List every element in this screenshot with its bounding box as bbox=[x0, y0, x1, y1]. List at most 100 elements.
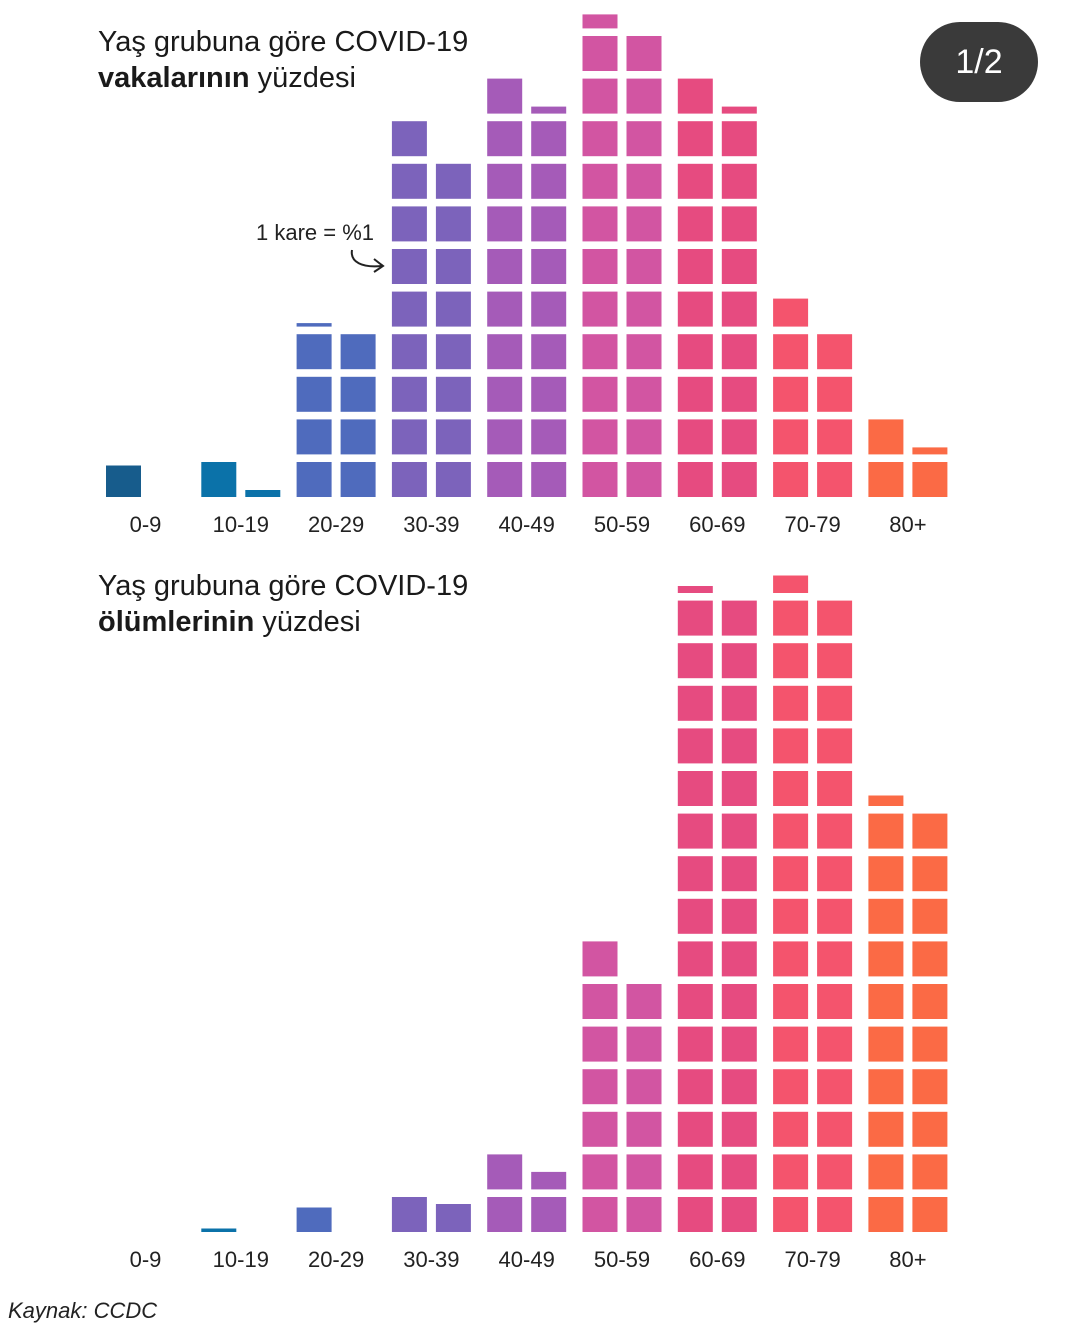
cases-square-30-39 bbox=[435, 334, 471, 370]
page-indicator-badge[interactable]: 1/2 bbox=[920, 22, 1038, 102]
cases-square-50-59 bbox=[626, 36, 662, 71]
cases-square-70-79 bbox=[773, 376, 809, 412]
deaths-square-60-69 bbox=[721, 685, 757, 721]
cases-square-40-49 bbox=[531, 206, 567, 242]
deaths-square-70-79 bbox=[817, 856, 853, 892]
annotation-arrow-icon bbox=[350, 249, 383, 268]
deaths-square-80+ bbox=[868, 856, 904, 892]
deaths-square-60-69 bbox=[677, 1111, 713, 1147]
cases-square-70-79 bbox=[817, 334, 853, 370]
cases-tick-label: 40-49 bbox=[499, 512, 555, 537]
deaths-square-70-79 bbox=[817, 771, 853, 806]
deaths-square-80+ bbox=[912, 1111, 948, 1147]
cases-square-20-29 bbox=[296, 462, 332, 497]
cases-square-20-29 bbox=[340, 334, 376, 370]
deaths-square-80+ bbox=[912, 1069, 948, 1105]
deaths-square-80+ bbox=[868, 984, 904, 1019]
cases-partial-square-40-49 bbox=[531, 106, 567, 114]
cases-square-60-69 bbox=[677, 163, 713, 199]
cases-tick-label: 10-19 bbox=[213, 512, 269, 537]
cases-square-60-69 bbox=[721, 291, 757, 327]
deaths-square-70-79 bbox=[773, 856, 809, 892]
source-note: Kaynak: CCDC bbox=[8, 1298, 158, 1323]
cases-square-50-59 bbox=[582, 36, 618, 71]
deaths-square-60-69 bbox=[721, 643, 757, 679]
deaths-square-80+ bbox=[868, 941, 904, 977]
cases-title-rest: yüzdesi bbox=[257, 62, 356, 94]
deaths-tick-label: 40-49 bbox=[499, 1247, 555, 1272]
cases-square-30-39 bbox=[391, 121, 427, 157]
cases-square-80+ bbox=[912, 462, 948, 497]
annotation-arrowhead-icon bbox=[373, 258, 385, 273]
cases-square-70-79 bbox=[773, 462, 809, 497]
deaths-square-70-79 bbox=[773, 1026, 809, 1062]
deaths-square-70-79 bbox=[817, 1069, 853, 1105]
cases-square-40-49 bbox=[531, 419, 567, 455]
cases-square-50-59 bbox=[626, 163, 662, 199]
cases-square-30-39 bbox=[435, 206, 471, 242]
deaths-chart: 0-9 10-19 20-29 30-39 40-49 50-59 60-69 70-79 80… bbox=[130, 575, 948, 1272]
deaths-square-60-69 bbox=[721, 728, 757, 764]
deaths-square-80+ bbox=[868, 1154, 904, 1190]
deaths-square-70-79 bbox=[817, 898, 853, 934]
cases-square-50-59 bbox=[626, 462, 662, 497]
cases-partial-square-10-19 bbox=[245, 490, 281, 497]
cases-square-50-59 bbox=[626, 78, 662, 114]
deaths-square-80+ bbox=[868, 898, 904, 934]
cases-square-60-69 bbox=[721, 376, 757, 412]
cases-square-30-39 bbox=[391, 462, 427, 497]
cases-square-70-79 bbox=[817, 419, 853, 455]
deaths-square-50-59 bbox=[626, 984, 662, 1019]
deaths-square-60-69 bbox=[677, 898, 713, 934]
deaths-square-70-79 bbox=[773, 643, 809, 679]
cases-partial-square-50-59 bbox=[582, 14, 618, 29]
cases-square-30-39 bbox=[435, 419, 471, 455]
cases-square-20-29 bbox=[340, 419, 376, 455]
cases-square-50-59 bbox=[626, 249, 662, 284]
cases-tick-label: 80+ bbox=[889, 512, 926, 537]
deaths-square-70-79 bbox=[817, 685, 853, 721]
cases-square-60-69 bbox=[677, 206, 713, 242]
cases-square-40-49 bbox=[531, 291, 567, 327]
cases-square-70-79 bbox=[773, 334, 809, 370]
cases-title-line1: Yaş grubuna göre COVID-19 bbox=[98, 26, 469, 58]
cases-square-40-49 bbox=[531, 163, 567, 199]
cases-square-30-39 bbox=[435, 163, 471, 199]
deaths-square-70-79 bbox=[773, 941, 809, 977]
cases-square-20-29 bbox=[296, 376, 332, 412]
cases-square-40-49 bbox=[487, 249, 523, 284]
cases-square-60-69 bbox=[721, 163, 757, 199]
deaths-square-60-69 bbox=[677, 1069, 713, 1105]
deaths-square-60-69 bbox=[677, 728, 713, 764]
deaths-square-50-59 bbox=[626, 1197, 662, 1232]
cases-square-40-49 bbox=[487, 419, 523, 455]
cases-square-30-39 bbox=[435, 376, 471, 412]
deaths-tick-label: 20-29 bbox=[308, 1247, 364, 1272]
deaths-square-60-69 bbox=[721, 856, 757, 892]
deaths-square-70-79 bbox=[817, 1154, 853, 1190]
cases-square-40-49 bbox=[531, 376, 567, 412]
deaths-square-70-79 bbox=[773, 771, 809, 806]
cases-square-60-69 bbox=[721, 462, 757, 497]
deaths-square-80+ bbox=[868, 1111, 904, 1147]
deaths-square-50-59 bbox=[582, 984, 618, 1019]
scale-annotation: 1 kare = %1 bbox=[256, 220, 385, 273]
deaths-square-30-39 bbox=[391, 1197, 427, 1232]
deaths-square-50-59 bbox=[582, 1197, 618, 1232]
cases-tick-label: 60-69 bbox=[689, 512, 745, 537]
cases-square-40-49 bbox=[487, 334, 523, 370]
cases-title-bold: vakalarının bbox=[98, 62, 250, 94]
cases-square-70-79 bbox=[817, 462, 853, 497]
cases-square-30-39 bbox=[435, 462, 471, 497]
cases-square-60-69 bbox=[721, 206, 757, 242]
deaths-tick-label: 60-69 bbox=[689, 1247, 745, 1272]
deaths-square-60-69 bbox=[721, 1154, 757, 1190]
cases-square-50-59 bbox=[582, 462, 618, 497]
cases-square-50-59 bbox=[626, 419, 662, 455]
deaths-square-80+ bbox=[912, 1197, 948, 1232]
cases-square-60-69 bbox=[677, 376, 713, 412]
deaths-square-40-49 bbox=[487, 1154, 523, 1190]
cases-square-60-69 bbox=[677, 419, 713, 455]
cases-partial-square-60-69 bbox=[721, 106, 757, 114]
cases-tick-label: 0-9 bbox=[130, 512, 162, 537]
